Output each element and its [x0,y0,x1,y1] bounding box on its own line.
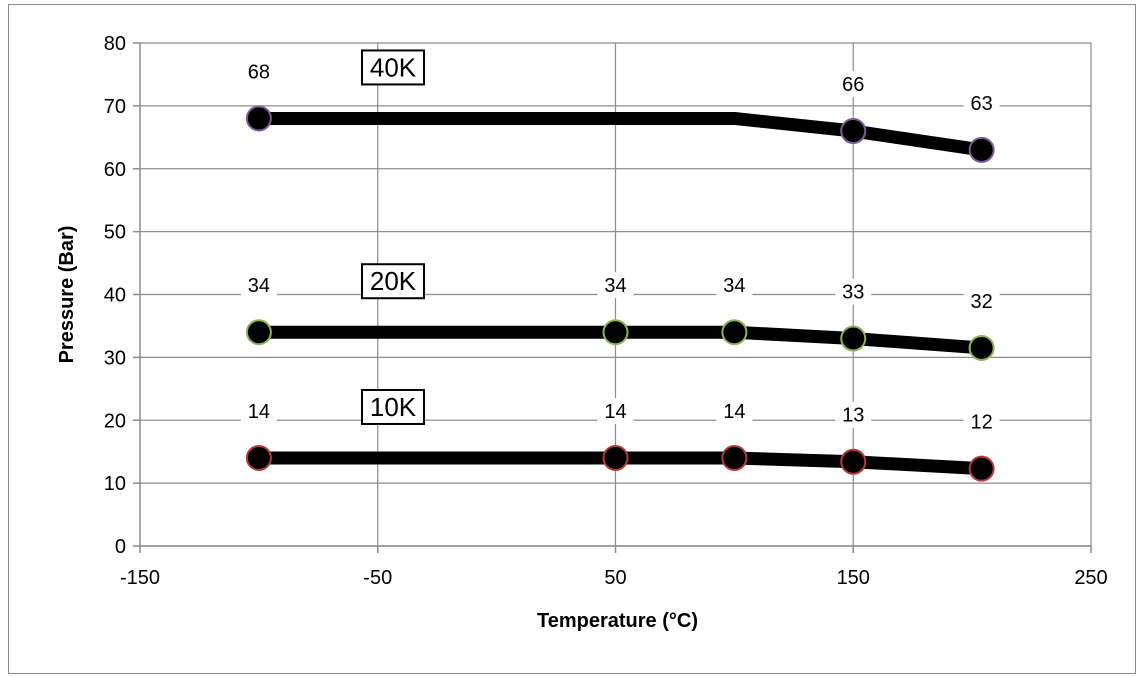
data-label: 14 [604,401,626,423]
y-tick-label: 50 [104,222,126,244]
data-point-40K [840,118,867,145]
data-point-20K [968,334,995,361]
data-point-20K [840,325,867,352]
data-label: 66 [842,74,864,96]
y-tick-label: 60 [104,159,126,181]
y-tick-label: 40 [104,285,126,307]
series-label-box [361,263,425,300]
data-label-bg [963,89,1000,116]
series-label: 10K [370,392,417,422]
data-label: 68 [248,61,270,83]
data-label-bg [963,287,1000,314]
data-label: 14 [723,401,745,423]
data-label: 34 [604,275,626,297]
x-tick-label: -50 [363,567,392,589]
x-tick-label: -150 [120,567,160,589]
data-label-bg [835,278,872,305]
data-point-10K [840,448,867,475]
data-point-20K [602,319,629,346]
data-label: 32 [971,291,993,313]
data-point-40K [245,105,272,132]
data-label-bg [597,272,634,299]
x-tick-label: 250 [1074,567,1107,589]
series-label: 20K [370,266,417,296]
data-point-10K [721,444,748,471]
data-label: 13 [842,405,864,427]
data-label-bg [240,397,277,424]
y-tick-label: 10 [104,473,126,495]
series-label-box [361,388,425,425]
y-tick-label: 70 [104,96,126,118]
data-label: 33 [842,282,864,304]
series-line-40K [258,111,983,157]
data-label: 34 [723,275,745,297]
y-tick-label: 20 [104,410,126,432]
data-label-bg [716,397,753,424]
x-tick-label: 150 [837,567,870,589]
y-tick-label: 80 [104,33,126,55]
y-tick-label: 0 [115,536,126,558]
data-label-bg [963,408,1000,435]
data-label: 34 [248,275,270,297]
data-label-bg [597,397,634,424]
x-tick-label: 50 [604,567,626,589]
data-label: 14 [248,401,270,423]
data-label: 12 [971,412,993,434]
data-label-bg [240,272,277,299]
data-point-20K [245,319,272,346]
series-label: 40K [370,52,417,82]
data-label-bg [835,401,872,428]
y-axis-title: Pressure (Bar) [56,226,78,364]
y-tick-label: 30 [104,347,126,369]
data-label-bg [716,272,753,299]
x-axis-title: Temperature (°C) [537,610,698,632]
data-label-bg [835,71,872,98]
data-label: 63 [971,93,993,115]
data-point-20K [721,319,748,346]
data-point-40K [968,136,995,163]
data-point-10K [602,444,629,471]
data-label-bg [240,58,277,85]
data-point-10K [245,444,272,471]
series-label-box [361,49,425,86]
data-point-10K [968,455,995,482]
